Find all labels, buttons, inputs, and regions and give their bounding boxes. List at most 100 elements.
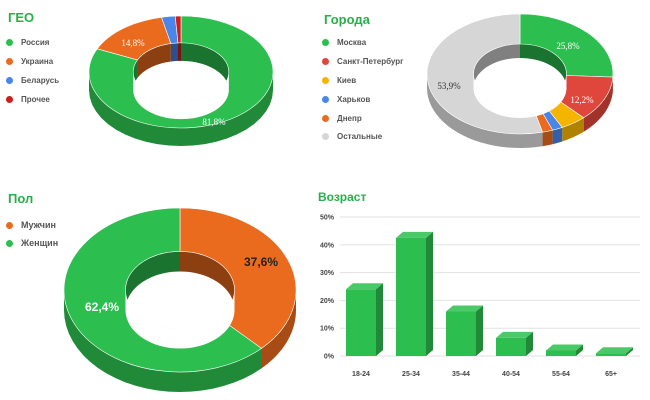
legend-dot-yellow [322,77,329,84]
bar-40-54 [496,337,526,356]
bar-top-18-24 [346,283,383,290]
bar-top-35-44 [446,305,483,312]
legend-label: Россия [21,38,50,47]
legend-label: Мужчин [21,220,56,230]
gender-chart-title: Пол [8,191,34,206]
pie-side-0 [261,290,296,369]
pie-hole [473,74,567,118]
x-tick-label: 35-44 [452,371,470,378]
legend-item-female: Женщин [6,238,58,248]
pie-side-2 [562,117,584,142]
legend-dot-gray [322,133,329,140]
legend-item-kharkov: Харьков [322,95,370,104]
bar-side-40-54 [526,331,533,356]
bar-side-35-44 [476,305,483,356]
legend-dot-blue [322,96,329,103]
legend-item-moscow: Москва [322,38,366,47]
legend-dot-orange [322,115,329,122]
pie-hole [133,72,229,120]
legend-label: Беларусь [21,76,60,85]
pie-slice-0 [179,207,297,349]
bar-top-25-34 [396,231,433,238]
legend-label: Остальные [337,132,383,141]
legend-item-kiev: Киев [322,76,356,85]
bar-side-18-24 [376,283,383,356]
pie-group-0: 81,8% 14,8% [88,15,274,146]
y-tick-label: 50% [320,215,335,222]
pie-data-label-5: 53,9% [437,81,461,91]
pie-inner-wall-0-0 [520,44,567,88]
pie-slice-0 [519,13,614,78]
legend-label: Санкт-Петербург [337,57,404,66]
pie-data-label-0: 37,6% [244,255,278,269]
pie-group-1: 25,8% 12,2% 53,9% [426,13,614,148]
legend-dot-green [6,39,13,46]
pie-inner-wall-0-0 [180,251,235,310]
legend-label: Харьков [337,95,371,104]
age-chart-title: Возраст [318,190,367,204]
legend-dot-orange [6,221,13,229]
bar-18-24 [346,289,376,356]
legend-dot-green [6,239,13,247]
legend-item-dnepr: Днепр [322,114,362,123]
bar-35-44 [446,311,476,356]
legend-dot-crimson [322,58,329,65]
pie-side-3 [552,127,563,145]
pie-inner-wall-1-1 [137,43,171,78]
pie-slice-0 [88,15,274,129]
legend-dot-green [322,39,329,46]
pie-side-0 [89,72,273,146]
pie-data-label-1: 14,8% [121,38,145,48]
legend-label: Прочее [21,95,50,104]
bar-25-34 [396,237,426,356]
y-tick-label: 40% [320,242,335,249]
legend-label: Днепр [337,114,362,123]
pie-hole [125,290,235,349]
x-tick-label: 65+ [605,371,617,378]
pie-side-1 [64,290,262,392]
pie-side-4 [542,130,553,147]
x-tick-label: 55-64 [552,371,570,378]
y-tick-label: 10% [320,326,335,333]
legend-item-rest: Остальные [322,132,382,141]
legend-item-ukraine: Украина [6,57,53,66]
pie-inner-wall-2-1 [170,42,178,62]
legend-item-other: Прочее [6,95,50,104]
bar-top-65+ [596,347,633,354]
pie-inner-wall-0-0 [181,42,229,90]
pie-side-1 [583,77,613,132]
legend-dot-red [6,96,13,103]
legend-item-belarus: Беларусь [6,76,59,85]
pie-inner-wall-5-1 [473,44,520,88]
legend-label: Киев [337,76,357,85]
pie-inner-wall-1-1 [125,251,180,310]
y-tick-label: 30% [320,270,335,277]
bar-top-40-54 [496,331,533,338]
legend-item-male: Мужчин [6,220,56,230]
legend-label: Женщин [21,238,59,248]
x-tick-label: 25-34 [402,371,420,378]
legend-label: Украина [21,57,54,66]
bar-55-64 [546,350,576,356]
legend-label: Москва [337,38,367,47]
legend-item-russia: Россия [6,38,49,47]
pie-data-label-1: 12,2% [570,95,594,105]
pie-data-label-1: 62,4% [85,300,119,314]
age-bar-chart: 0% 10% 20% 30% 40% 50% 18-24 25-34 35-44 40-54 55-… [320,215,640,378]
legend-item-spb: Санкт-Петербург [322,57,404,66]
bar-65+ [596,353,626,356]
geo-chart-title: ГЕО [8,10,35,25]
y-tick-label: 0% [324,354,335,361]
bar-side-25-34 [426,231,433,356]
pie-slice-3 [174,15,182,44]
bar-side-65+ [626,347,633,356]
x-tick-label: 18-24 [352,371,370,378]
pie-side-5 [427,74,543,148]
pie-inner-wall-3-1 [177,42,181,61]
legend-dot-orange [6,58,13,65]
pie-data-label-0: 81,8% [202,117,226,127]
x-tick-label: 40-54 [502,371,520,378]
pie-group-2: 37,6% 62,4% [63,207,297,392]
bar-side-55-64 [576,344,583,356]
bar-top-55-64 [546,344,583,351]
